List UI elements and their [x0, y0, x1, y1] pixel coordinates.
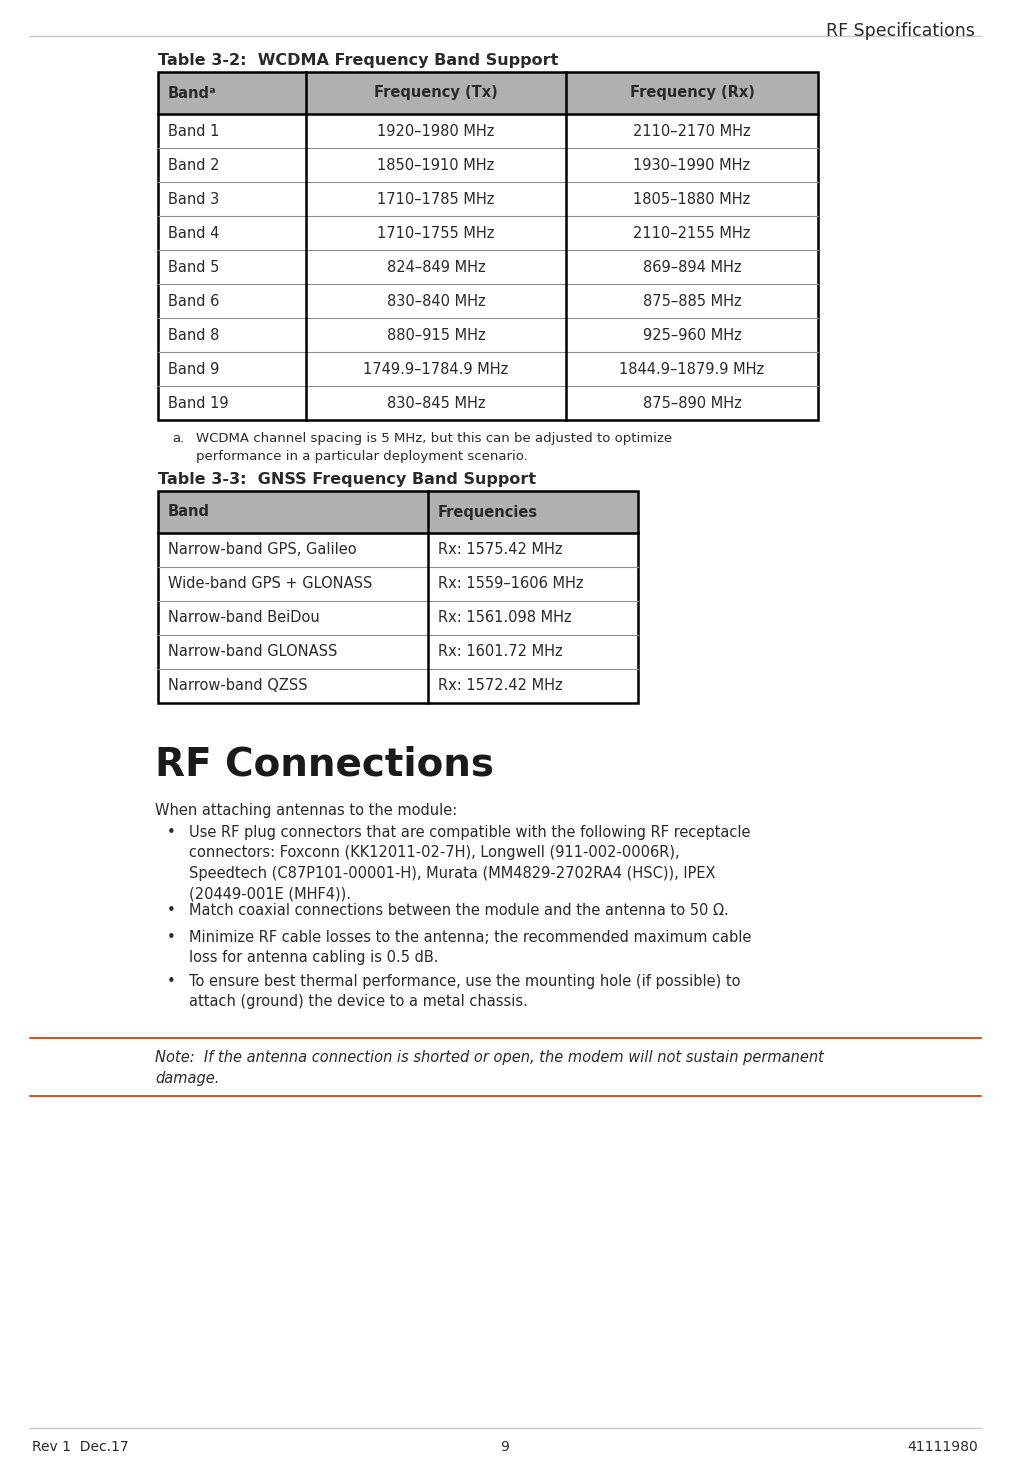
Text: Minimize RF cable losses to the antenna; the recommended maximum cable
loss for : Minimize RF cable losses to the antenna;…	[189, 930, 751, 965]
Text: Rev 1  Dec.17: Rev 1 Dec.17	[32, 1440, 128, 1454]
Text: 2110–2170 MHz: 2110–2170 MHz	[633, 124, 751, 139]
Text: •: •	[167, 902, 176, 918]
Text: Narrow-band GLONASS: Narrow-band GLONASS	[168, 644, 338, 660]
Text: Band 9: Band 9	[168, 362, 219, 377]
Bar	[158, 216, 818, 250]
Bar	[158, 635, 638, 669]
Text: 9: 9	[500, 1440, 510, 1454]
Text: 1805–1880 MHz: 1805–1880 MHz	[633, 191, 750, 206]
Text: Match coaxial connections between the module and the antenna to 50 Ω.: Match coaxial connections between the mo…	[189, 902, 729, 918]
Bar	[158, 491, 638, 533]
Text: Band 1: Band 1	[168, 124, 219, 139]
Text: RF Connections: RF Connections	[155, 745, 494, 783]
Text: Note:  If the antenna connection is shorted or open, the modem will not sustain : Note: If the antenna connection is short…	[155, 1050, 824, 1086]
Text: Rx: 1572.42 MHz: Rx: 1572.42 MHz	[438, 679, 563, 694]
Text: Narrow-band GPS, Galileo: Narrow-band GPS, Galileo	[168, 543, 357, 558]
Text: 830–840 MHz: 830–840 MHz	[386, 293, 485, 308]
Text: When attaching antennas to the module:: When attaching antennas to the module:	[155, 803, 457, 818]
Text: Frequencies: Frequencies	[438, 505, 538, 520]
Text: Narrow-band QZSS: Narrow-band QZSS	[168, 679, 307, 694]
Text: Frequency (Tx): Frequency (Tx)	[374, 86, 497, 101]
Bar	[158, 352, 818, 385]
Text: Band 2: Band 2	[168, 158, 219, 172]
Text: 41111980: 41111980	[907, 1440, 978, 1454]
Bar	[158, 491, 638, 704]
Text: 880–915 MHz: 880–915 MHz	[386, 327, 485, 343]
Text: Bandᵃ: Bandᵃ	[168, 86, 216, 101]
Bar	[158, 72, 818, 114]
Text: Band 19: Band 19	[168, 396, 228, 410]
Text: Table 3-3:  GNSS Frequency Band Support: Table 3-3: GNSS Frequency Band Support	[158, 472, 536, 488]
Bar	[158, 285, 818, 318]
Text: Rx: 1561.098 MHz: Rx: 1561.098 MHz	[438, 610, 571, 625]
Text: a.: a.	[172, 432, 184, 445]
Text: Band: Band	[168, 505, 210, 520]
Text: 869–894 MHz: 869–894 MHz	[643, 260, 741, 274]
Text: 1844.9–1879.9 MHz: 1844.9–1879.9 MHz	[620, 362, 764, 377]
Text: 1749.9–1784.9 MHz: 1749.9–1784.9 MHz	[363, 362, 509, 377]
Text: Rx: 1601.72 MHz: Rx: 1601.72 MHz	[438, 644, 563, 660]
Bar	[158, 566, 638, 602]
Text: 2110–2155 MHz: 2110–2155 MHz	[633, 225, 751, 241]
Text: RF Specifications: RF Specifications	[826, 22, 975, 39]
Text: 830–845 MHz: 830–845 MHz	[387, 396, 485, 410]
Text: Band 8: Band 8	[168, 327, 219, 343]
Text: Narrow-band BeiDou: Narrow-band BeiDou	[168, 610, 319, 625]
Bar	[158, 318, 818, 352]
Text: 1710–1755 MHz: 1710–1755 MHz	[377, 225, 494, 241]
Text: Band 3: Band 3	[168, 191, 219, 206]
Bar	[158, 182, 818, 216]
Text: Band 4: Band 4	[168, 225, 219, 241]
Bar	[158, 533, 638, 566]
Text: 1850–1910 MHz: 1850–1910 MHz	[377, 158, 494, 172]
Text: 824–849 MHz: 824–849 MHz	[386, 260, 485, 274]
Text: Rx: 1559–1606 MHz: Rx: 1559–1606 MHz	[438, 577, 583, 591]
Bar	[158, 669, 638, 704]
Text: •: •	[167, 825, 176, 840]
Text: 925–960 MHz: 925–960 MHz	[643, 327, 741, 343]
Text: Use RF plug connectors that are compatible with the following RF receptacle
conn: Use RF plug connectors that are compatib…	[189, 825, 750, 901]
Bar	[158, 250, 818, 285]
Text: WCDMA channel spacing is 5 MHz, but this can be adjusted to optimize
performance: WCDMA channel spacing is 5 MHz, but this…	[196, 432, 672, 463]
Bar	[158, 385, 818, 420]
Bar	[158, 114, 818, 147]
Text: Wide-band GPS + GLONASS: Wide-band GPS + GLONASS	[168, 577, 372, 591]
Bar	[158, 602, 638, 635]
Text: To ensure best thermal performance, use the mounting hole (if possible) to
attac: To ensure best thermal performance, use …	[189, 974, 740, 1009]
Text: 1710–1785 MHz: 1710–1785 MHz	[377, 191, 494, 206]
Text: 1930–1990 MHz: 1930–1990 MHz	[634, 158, 750, 172]
Text: 1920–1980 MHz: 1920–1980 MHz	[377, 124, 494, 139]
Bar	[158, 72, 818, 420]
Text: Band 5: Band 5	[168, 260, 219, 274]
Text: 875–885 MHz: 875–885 MHz	[643, 293, 741, 308]
Text: 875–890 MHz: 875–890 MHz	[643, 396, 741, 410]
Bar	[158, 147, 818, 182]
Text: •: •	[167, 930, 176, 945]
Text: Frequency (Rx): Frequency (Rx)	[630, 86, 754, 101]
Text: Table 3-2:  WCDMA Frequency Band Support: Table 3-2: WCDMA Frequency Band Support	[158, 53, 558, 69]
Text: Band 6: Band 6	[168, 293, 219, 308]
Text: •: •	[167, 974, 176, 988]
Text: Rx: 1575.42 MHz: Rx: 1575.42 MHz	[438, 543, 562, 558]
